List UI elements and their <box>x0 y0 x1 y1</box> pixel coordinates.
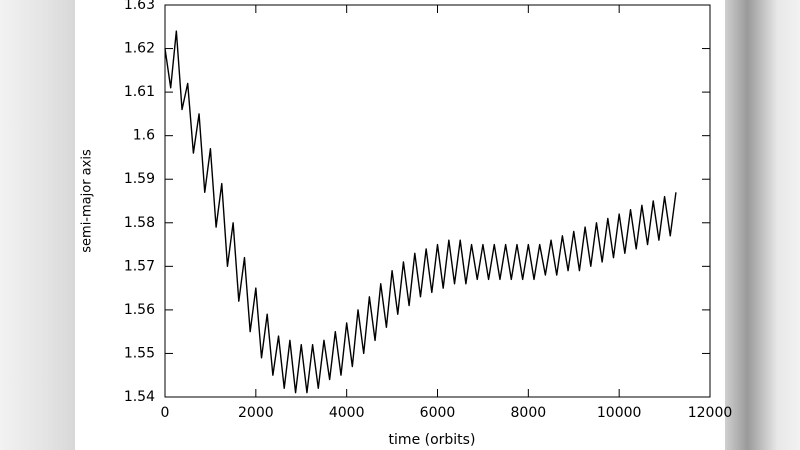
y-tick-label: 1.6 <box>133 128 155 144</box>
y-axis-label: semi-major axis <box>80 149 95 253</box>
background-right <box>725 0 800 450</box>
x-tick-label: 10000 <box>597 405 642 421</box>
y-tick-label: 1.63 <box>124 0 155 13</box>
x-tick-label: 2000 <box>238 405 274 421</box>
x-tick-label: 4000 <box>329 405 365 421</box>
y-tick-label: 1.54 <box>124 389 155 405</box>
x-axis-label: time (orbits) <box>389 432 476 448</box>
y-tick-label: 1.62 <box>124 41 155 57</box>
background-left <box>0 0 75 450</box>
y-tick-label: 1.55 <box>124 345 155 361</box>
plot-frame <box>164 4 711 398</box>
x-tick-label: 12000 <box>688 405 733 421</box>
y-tick-label: 1.61 <box>124 84 155 100</box>
panel <box>75 0 725 450</box>
x-tick-label: 0 <box>161 405 170 421</box>
y-tick-label: 1.57 <box>124 258 155 274</box>
y-tick-label: 1.59 <box>124 171 155 187</box>
y-tick-label: 1.56 <box>124 302 155 318</box>
x-tick-label: 6000 <box>420 405 456 421</box>
line <box>164 30 677 394</box>
y-tick-label: 1.58 <box>124 215 155 231</box>
x-tick-label: 8000 <box>511 405 547 421</box>
